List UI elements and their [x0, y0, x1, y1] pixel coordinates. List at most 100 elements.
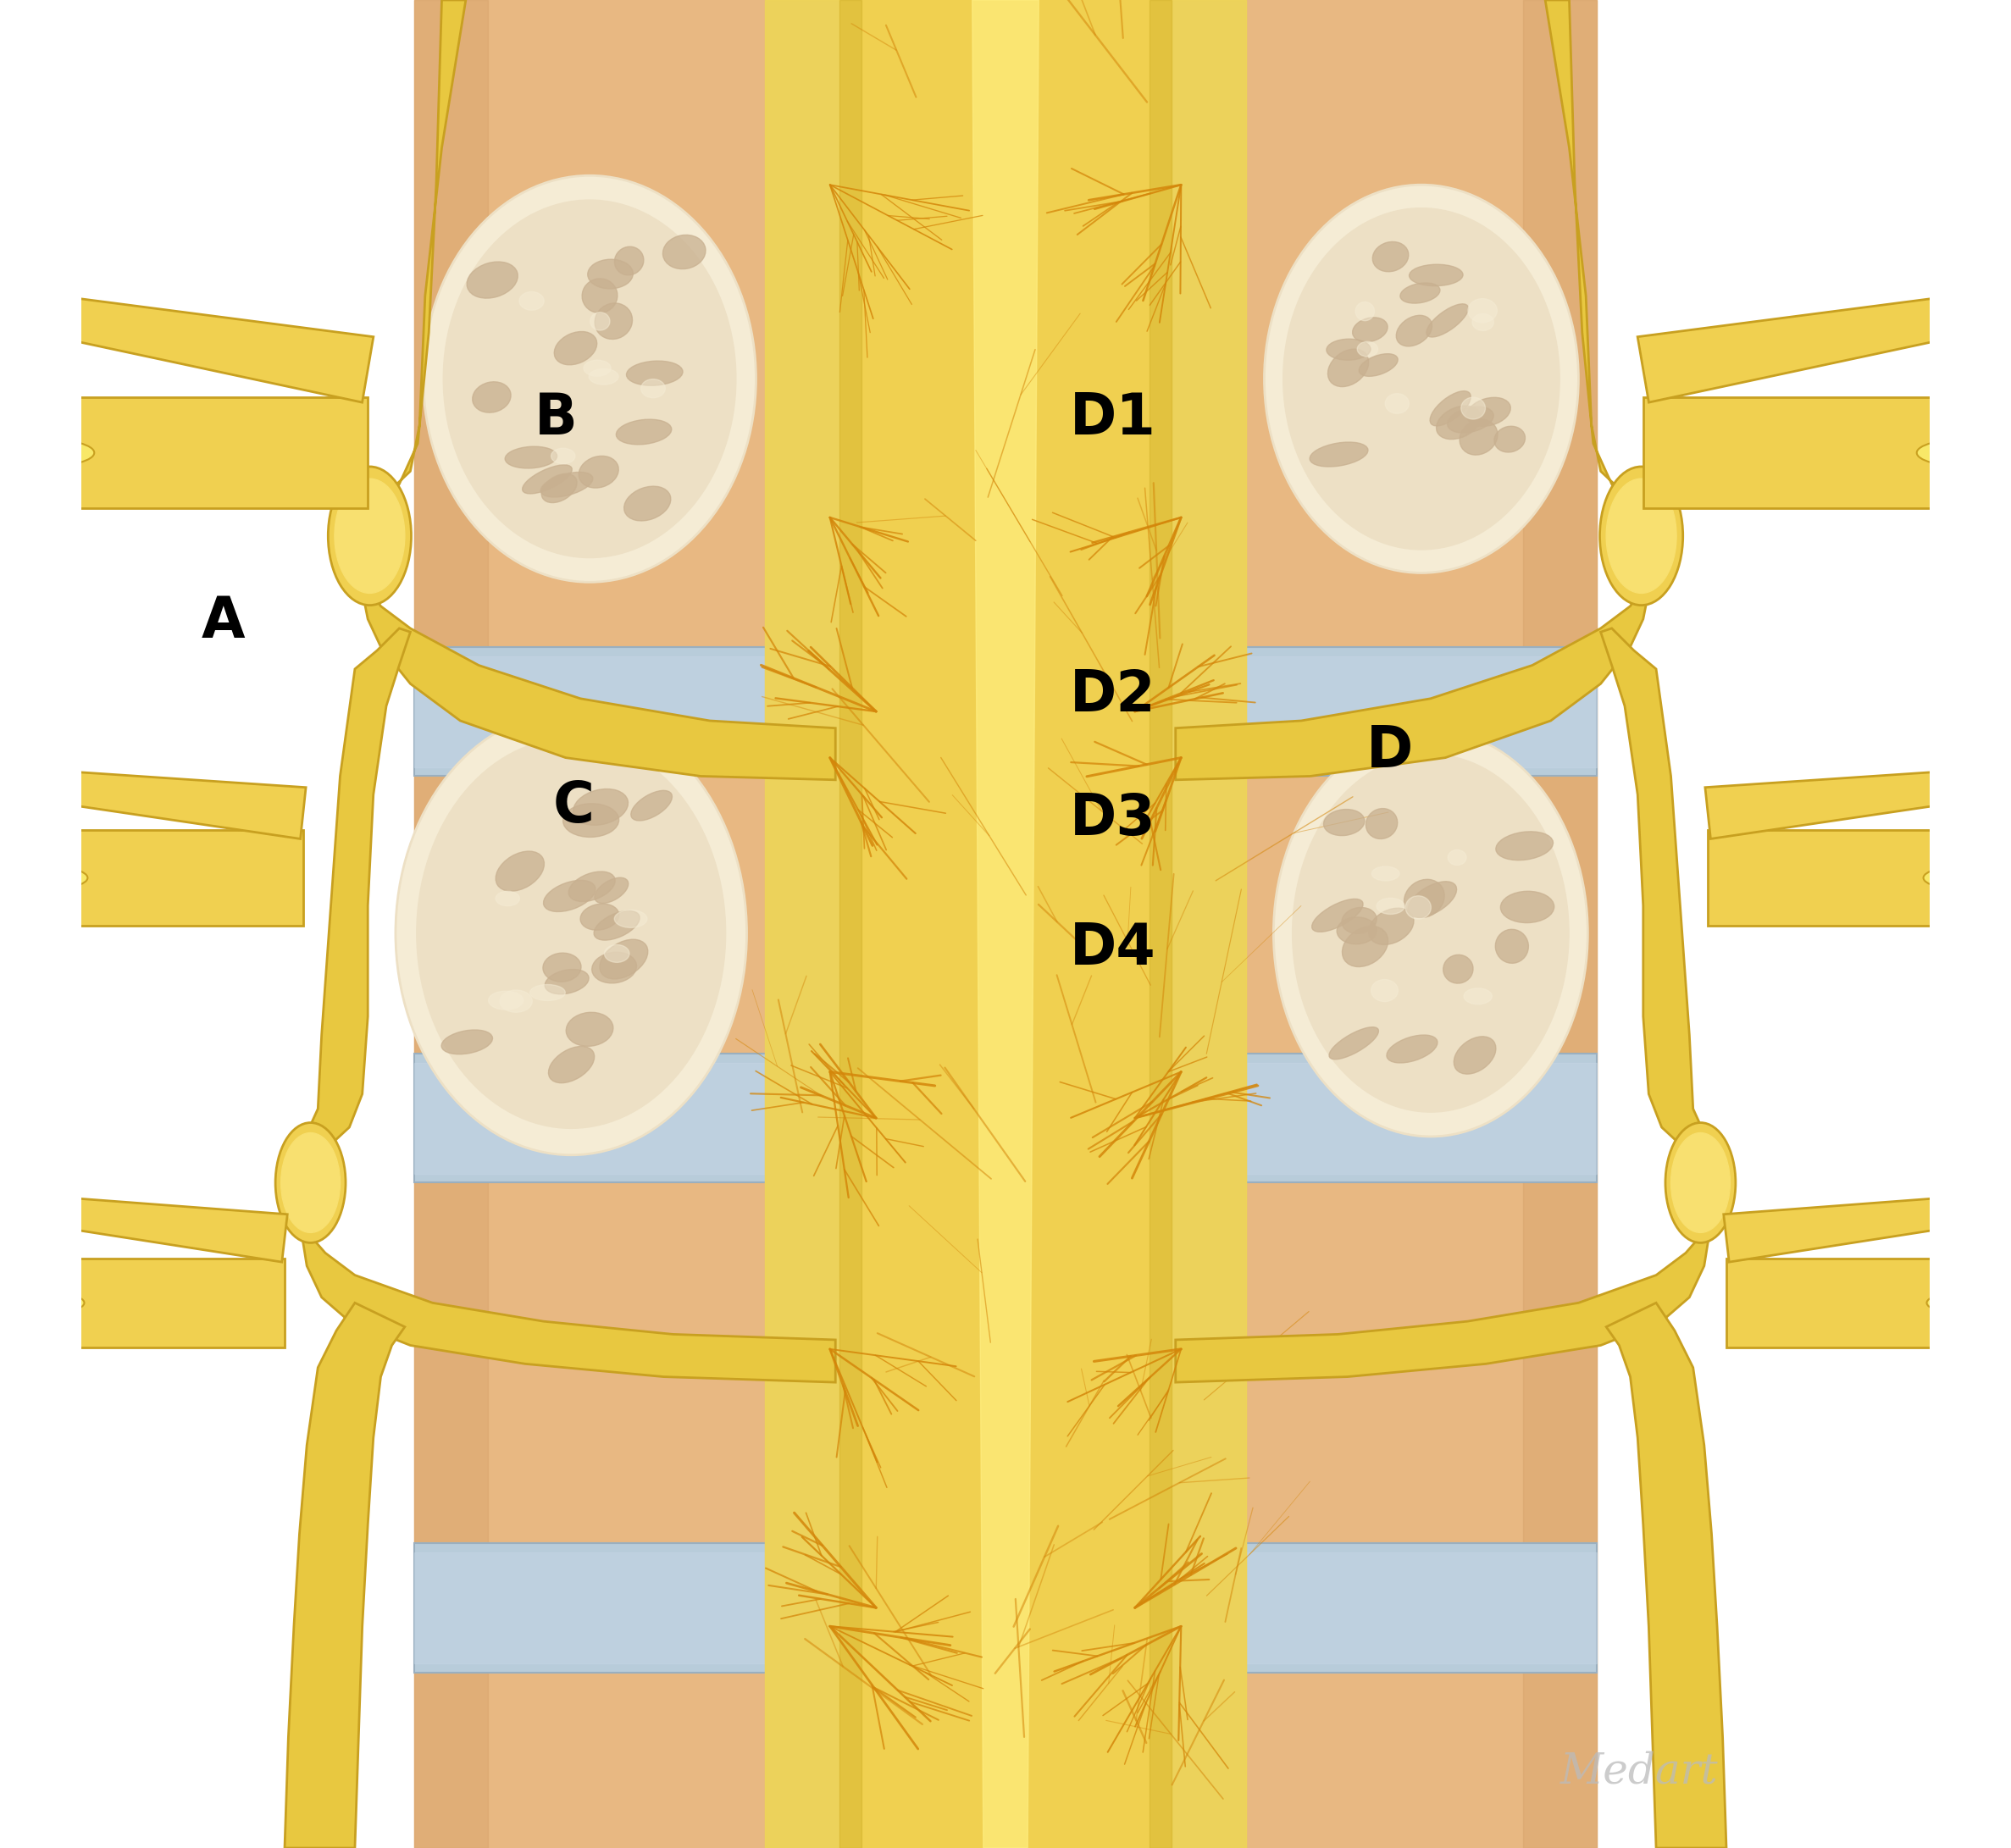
Ellipse shape: [1327, 338, 1372, 360]
Ellipse shape: [595, 878, 627, 904]
Ellipse shape: [1329, 1027, 1380, 1059]
Ellipse shape: [396, 711, 746, 1155]
Ellipse shape: [1410, 264, 1462, 286]
Polygon shape: [42, 771, 306, 839]
Polygon shape: [414, 1543, 1597, 1672]
Ellipse shape: [1369, 907, 1414, 944]
Polygon shape: [1705, 771, 1969, 839]
Ellipse shape: [328, 468, 412, 606]
Ellipse shape: [1388, 1035, 1438, 1063]
Ellipse shape: [599, 939, 648, 979]
Ellipse shape: [1341, 907, 1378, 933]
Ellipse shape: [1464, 989, 1492, 1003]
Ellipse shape: [1916, 440, 2011, 468]
Ellipse shape: [595, 303, 631, 340]
Ellipse shape: [581, 904, 619, 930]
Ellipse shape: [1404, 880, 1444, 918]
Ellipse shape: [1468, 299, 1496, 323]
Ellipse shape: [569, 872, 615, 902]
Ellipse shape: [22, 1205, 66, 1216]
Polygon shape: [44, 1258, 286, 1347]
Ellipse shape: [615, 909, 648, 928]
Ellipse shape: [529, 985, 565, 1000]
Ellipse shape: [4, 1292, 84, 1314]
Ellipse shape: [505, 447, 557, 468]
Ellipse shape: [1376, 898, 1404, 915]
Ellipse shape: [541, 471, 593, 497]
Ellipse shape: [541, 473, 577, 503]
Ellipse shape: [1460, 419, 1498, 455]
Ellipse shape: [1400, 283, 1440, 303]
Ellipse shape: [627, 360, 684, 386]
Ellipse shape: [1426, 303, 1468, 336]
Ellipse shape: [1969, 1199, 1971, 1212]
Ellipse shape: [1448, 407, 1494, 432]
Polygon shape: [414, 647, 1597, 776]
Ellipse shape: [1496, 930, 1528, 963]
Ellipse shape: [1357, 342, 1378, 357]
Ellipse shape: [543, 954, 581, 981]
Ellipse shape: [1671, 1133, 1729, 1233]
Ellipse shape: [1448, 850, 1466, 865]
Ellipse shape: [46, 298, 50, 318]
Ellipse shape: [1444, 955, 1474, 983]
Polygon shape: [1723, 1196, 1969, 1262]
Ellipse shape: [282, 1133, 340, 1233]
Text: C: C: [553, 778, 593, 833]
Ellipse shape: [1355, 301, 1374, 322]
Ellipse shape: [1430, 392, 1470, 425]
Polygon shape: [44, 830, 304, 926]
Ellipse shape: [501, 991, 533, 1013]
Ellipse shape: [1472, 314, 1494, 331]
Ellipse shape: [1283, 209, 1561, 549]
Ellipse shape: [583, 360, 611, 377]
Ellipse shape: [565, 1013, 613, 1046]
Ellipse shape: [623, 486, 672, 521]
Ellipse shape: [1327, 349, 1369, 386]
Ellipse shape: [46, 1281, 50, 1307]
Polygon shape: [42, 1196, 288, 1262]
Polygon shape: [414, 1063, 1597, 1173]
Ellipse shape: [1967, 425, 1973, 458]
Polygon shape: [1643, 397, 1967, 508]
Text: A: A: [201, 593, 245, 649]
Ellipse shape: [276, 1124, 346, 1244]
Ellipse shape: [20, 780, 68, 793]
Polygon shape: [1176, 0, 1657, 780]
Ellipse shape: [587, 259, 633, 288]
Ellipse shape: [573, 789, 627, 826]
Ellipse shape: [605, 944, 629, 963]
Ellipse shape: [0, 440, 95, 468]
Ellipse shape: [555, 331, 597, 364]
Polygon shape: [1707, 830, 1967, 926]
Ellipse shape: [1341, 926, 1388, 967]
Ellipse shape: [2, 867, 88, 891]
Text: D4: D4: [1070, 920, 1156, 976]
Ellipse shape: [1408, 881, 1456, 917]
Ellipse shape: [1436, 407, 1480, 440]
Ellipse shape: [334, 479, 404, 593]
Ellipse shape: [593, 911, 639, 941]
Polygon shape: [44, 397, 368, 508]
Ellipse shape: [1494, 427, 1524, 453]
Polygon shape: [414, 656, 1597, 767]
Text: B: B: [535, 390, 577, 445]
Ellipse shape: [543, 880, 595, 911]
Ellipse shape: [523, 466, 571, 493]
Ellipse shape: [519, 292, 545, 310]
Polygon shape: [1150, 0, 1172, 1848]
Ellipse shape: [631, 791, 672, 821]
Ellipse shape: [46, 1199, 50, 1212]
Ellipse shape: [1969, 772, 1973, 787]
Ellipse shape: [1353, 318, 1388, 342]
Ellipse shape: [44, 425, 52, 458]
Ellipse shape: [1309, 442, 1367, 468]
Ellipse shape: [416, 737, 726, 1129]
Polygon shape: [1637, 294, 1971, 403]
Polygon shape: [839, 0, 1172, 1848]
Ellipse shape: [1311, 898, 1363, 931]
Ellipse shape: [1265, 185, 1579, 573]
Ellipse shape: [46, 772, 50, 787]
Ellipse shape: [1337, 917, 1376, 944]
Ellipse shape: [1359, 353, 1398, 377]
